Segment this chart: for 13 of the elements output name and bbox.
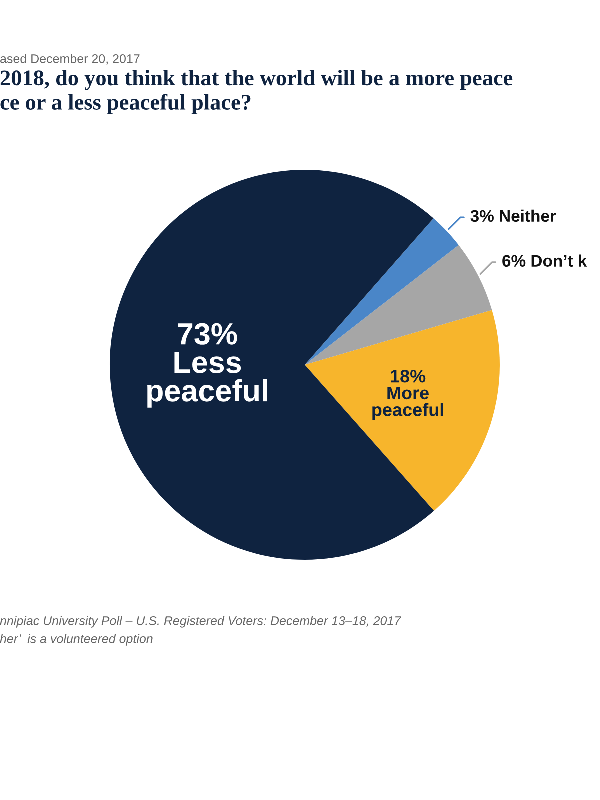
- pie-slice: [305, 310, 500, 512]
- chart-title: 2018, do you think that the world will be a more peace ce or a less peaceful place?: [0, 70, 513, 115]
- slice-label: Less peaceful: [148, 352, 268, 408]
- slice-label: 6% Don’t k: [502, 254, 588, 267]
- text: her’ is a volunteered option: [0, 634, 153, 646]
- slice-label: 3% Neither: [470, 210, 556, 222]
- data-label: 73%: [178, 323, 238, 345]
- pie-slice: [305, 245, 492, 365]
- data-label: 18%: [391, 370, 426, 383]
- slice-label: More peaceful: [372, 386, 444, 420]
- text: nnipiac University Poll – U.S. Registered Voters: December 13–18, 2017: [0, 616, 402, 628]
- chart-subtitle: ased December 20, 2017: [0, 54, 140, 65]
- pie-slice: [305, 218, 459, 365]
